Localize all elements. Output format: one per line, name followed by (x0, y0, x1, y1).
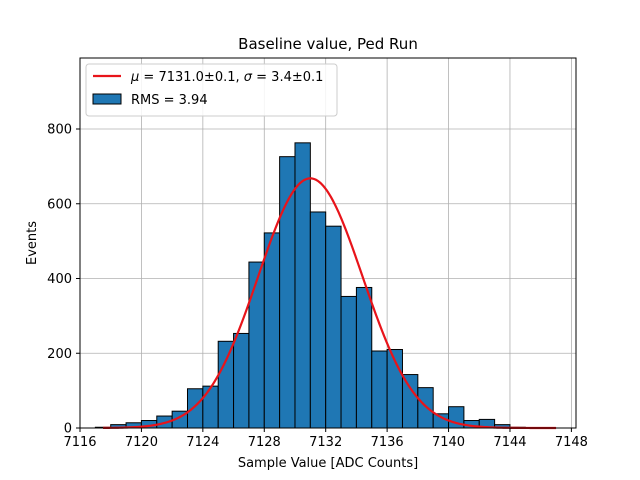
x-tick-label: 7136 (371, 435, 404, 450)
histogram-bar (355, 286, 373, 429)
histogram-bars (94, 142, 526, 429)
x-tick-label: 7144 (493, 435, 526, 450)
histogram-bar (248, 261, 265, 429)
histogram-bar (325, 225, 342, 429)
x-axis-label: Sample Value [ADC Counts] (238, 456, 418, 471)
legend-rms-patch-swatch (92, 93, 122, 105)
x-tick-label: 7116 (63, 435, 96, 450)
legend-sigma-value: = 3.4±0.1 (252, 70, 323, 85)
y-axis-label: Events (25, 221, 40, 265)
y-tick-label: 800 (47, 123, 72, 138)
legend: μ = 7131.0±0.1, σ = 3.4±0.1 RMS = 3.94 (85, 63, 338, 117)
histogram-bar (263, 232, 281, 429)
y-tick-label: 400 (47, 272, 72, 287)
legend-mu-symbol: μ (130, 70, 139, 85)
histogram-bar (309, 211, 327, 429)
chart-title: Baseline value, Ped Run (238, 35, 418, 53)
y-tick-label: 200 (47, 347, 72, 362)
legend-box (85, 63, 338, 117)
x-tick-label: 7120 (125, 435, 158, 450)
histogram-bar (401, 374, 419, 429)
x-tick-label: 7124 (186, 435, 219, 450)
x-tick-label: 7148 (555, 435, 588, 450)
y-tick-label: 600 (47, 197, 72, 212)
legend-mu-value: = 7131.0±0.1, (139, 70, 243, 85)
histogram-bar (371, 350, 388, 429)
histogram-bar (217, 340, 235, 429)
plot-frame (79, 57, 577, 429)
x-tick-label: 7128 (248, 435, 281, 450)
histogram-bar (186, 388, 204, 429)
legend-rms-label: RMS = 3.94 (131, 93, 208, 108)
gaussian-fit-curve (103, 177, 557, 430)
histogram-bar (417, 387, 434, 429)
legend-sigma-symbol: σ (244, 70, 253, 85)
y-axis-ticks: 0 200 400 600 800 (47, 123, 80, 437)
histogram-bar (279, 156, 296, 429)
histogram-bar (340, 295, 357, 429)
x-tick-label: 7140 (432, 435, 465, 450)
x-axis-ticks: 7116 7120 7124 7128 7132 7136 7140 7144 7148 (63, 428, 588, 450)
y-tick-label: 0 (64, 422, 72, 437)
legend-fit-label: μ = 7131.0±0.1, σ = 3.4±0.1 (130, 70, 323, 85)
histogram-bar (233, 332, 250, 429)
histogram-bar (202, 385, 219, 429)
x-tick-label: 7132 (309, 435, 342, 450)
